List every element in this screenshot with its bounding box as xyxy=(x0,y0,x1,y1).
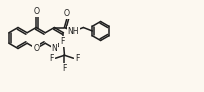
Text: NH: NH xyxy=(68,27,79,36)
Text: O: O xyxy=(33,8,39,16)
Text: F: F xyxy=(49,54,54,63)
Text: N: N xyxy=(51,44,57,53)
Text: F: F xyxy=(62,64,67,73)
Text: O: O xyxy=(64,9,70,18)
Text: O: O xyxy=(33,44,39,53)
Text: F: F xyxy=(75,54,80,63)
Text: F: F xyxy=(60,37,65,46)
